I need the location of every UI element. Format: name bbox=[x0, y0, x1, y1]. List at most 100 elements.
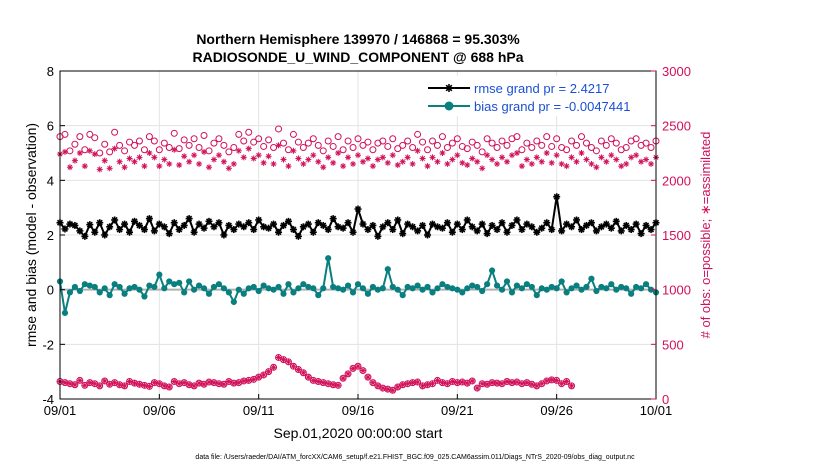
rmse-point bbox=[126, 228, 134, 236]
obs-assimilated-point bbox=[66, 380, 73, 387]
rmse-point bbox=[205, 217, 213, 225]
bias-point bbox=[161, 285, 168, 292]
obs-possible-point bbox=[175, 145, 183, 153]
obs-possible-point bbox=[299, 144, 307, 152]
rmse-point bbox=[364, 226, 372, 234]
rmse-series-markers bbox=[56, 193, 660, 240]
rmse-point bbox=[582, 221, 590, 229]
obs-assimilated-point bbox=[538, 380, 545, 387]
bias-point bbox=[131, 283, 138, 291]
bias-point bbox=[588, 275, 595, 282]
bias-point bbox=[538, 285, 545, 292]
obs-assimilated-point bbox=[523, 379, 530, 386]
rmse-point bbox=[245, 219, 253, 227]
obs-assimilated-point bbox=[315, 378, 322, 385]
rmse-point bbox=[478, 220, 486, 228]
rmse-point bbox=[498, 219, 506, 227]
rmse-point bbox=[578, 226, 585, 234]
y-tick-label-left: -2 bbox=[42, 337, 54, 352]
obs-assimilated-point bbox=[499, 380, 506, 387]
rmse-point bbox=[642, 221, 650, 229]
bias-point bbox=[474, 283, 481, 291]
obs-assimilated-point bbox=[196, 160, 203, 167]
obs-assimilated-point bbox=[191, 152, 198, 159]
obs-assimilated-point bbox=[300, 369, 307, 376]
obs-assimilated-point bbox=[643, 156, 650, 163]
rmse-point bbox=[344, 219, 352, 227]
rmse-point bbox=[533, 228, 541, 236]
bias-point bbox=[111, 281, 118, 288]
bias-point bbox=[121, 290, 128, 297]
obs-assimilated-point bbox=[191, 382, 198, 389]
rmse-point bbox=[96, 219, 104, 227]
obs-possible-point bbox=[513, 133, 521, 141]
rmse-point bbox=[399, 230, 407, 238]
obs-possible-point bbox=[483, 135, 491, 143]
obs-assimilated-point bbox=[379, 385, 386, 392]
rmse-point bbox=[359, 220, 367, 228]
obs-assimilated-point bbox=[91, 380, 98, 387]
obs-possible-point bbox=[121, 147, 129, 155]
rmse-point bbox=[488, 221, 496, 229]
bias-point bbox=[399, 292, 406, 299]
bias-point bbox=[598, 283, 605, 291]
y-tick-label-right: 2500 bbox=[662, 119, 691, 134]
bias-point bbox=[349, 289, 357, 296]
obs-possible-point bbox=[294, 138, 302, 146]
obs-assimilated-point bbox=[265, 153, 272, 160]
obs-assimilated-point bbox=[588, 160, 595, 167]
obs-possible-point bbox=[344, 137, 352, 145]
obs-assimilated-point bbox=[399, 158, 406, 165]
rmse-point bbox=[180, 221, 188, 229]
obs-possible-point bbox=[538, 141, 546, 149]
bias-point bbox=[533, 292, 540, 299]
obs-assimilated-point bbox=[76, 377, 83, 384]
obs-assimilated-point bbox=[523, 156, 530, 163]
legend-rmse-marker bbox=[445, 84, 453, 92]
obs-assimilated-point bbox=[215, 380, 222, 387]
rmse-point bbox=[155, 220, 163, 228]
x-tick-label: 09/26 bbox=[540, 403, 573, 418]
obs-possible-point bbox=[205, 147, 213, 155]
rmse-point bbox=[443, 219, 451, 227]
obs-assimilated-point bbox=[608, 152, 615, 159]
bias-point bbox=[186, 278, 193, 285]
bias-point bbox=[255, 287, 262, 295]
obs-assimilated-point bbox=[121, 164, 128, 171]
bias-point bbox=[493, 282, 501, 289]
rmse-point bbox=[275, 228, 283, 236]
obs-assimilated-point bbox=[533, 154, 540, 161]
obs-assimilated-point bbox=[225, 165, 232, 172]
bias-point bbox=[568, 285, 575, 292]
rmse-point bbox=[463, 216, 471, 224]
bias-point bbox=[116, 283, 123, 291]
obs-possible-point bbox=[523, 139, 531, 147]
obs-assimilated-point bbox=[449, 156, 456, 163]
rmse-point bbox=[289, 226, 297, 234]
rmse-point bbox=[538, 224, 546, 232]
obs-assimilated-point bbox=[210, 379, 217, 386]
bias-point bbox=[573, 282, 580, 289]
bias-point bbox=[469, 282, 476, 289]
obs-possible-point bbox=[210, 139, 218, 147]
obs-possible-point bbox=[111, 128, 119, 136]
bias-point bbox=[136, 286, 143, 293]
obs-assimilated-point bbox=[201, 148, 208, 155]
rmse-point bbox=[131, 217, 138, 225]
bias-point bbox=[200, 285, 208, 292]
obs-assimilated-point bbox=[215, 152, 222, 159]
obs-possible-point bbox=[329, 142, 337, 150]
obs-assimilated-point bbox=[230, 160, 237, 167]
obs-assimilated-point bbox=[330, 381, 337, 388]
bias-point bbox=[618, 283, 625, 291]
obs-possible-point bbox=[304, 139, 312, 147]
obs-assimilated-point bbox=[325, 154, 332, 161]
obs-assimilated-point bbox=[359, 367, 366, 374]
bias-point bbox=[76, 287, 83, 295]
chart-title: Northern Hemisphere 139970 / 146868 = 95… bbox=[196, 31, 520, 47]
bias-point bbox=[191, 286, 198, 293]
obs-assimilated-point bbox=[538, 158, 545, 165]
obs-assimilated-point bbox=[206, 379, 212, 386]
bias-point bbox=[91, 283, 98, 291]
bias-point bbox=[310, 285, 317, 292]
